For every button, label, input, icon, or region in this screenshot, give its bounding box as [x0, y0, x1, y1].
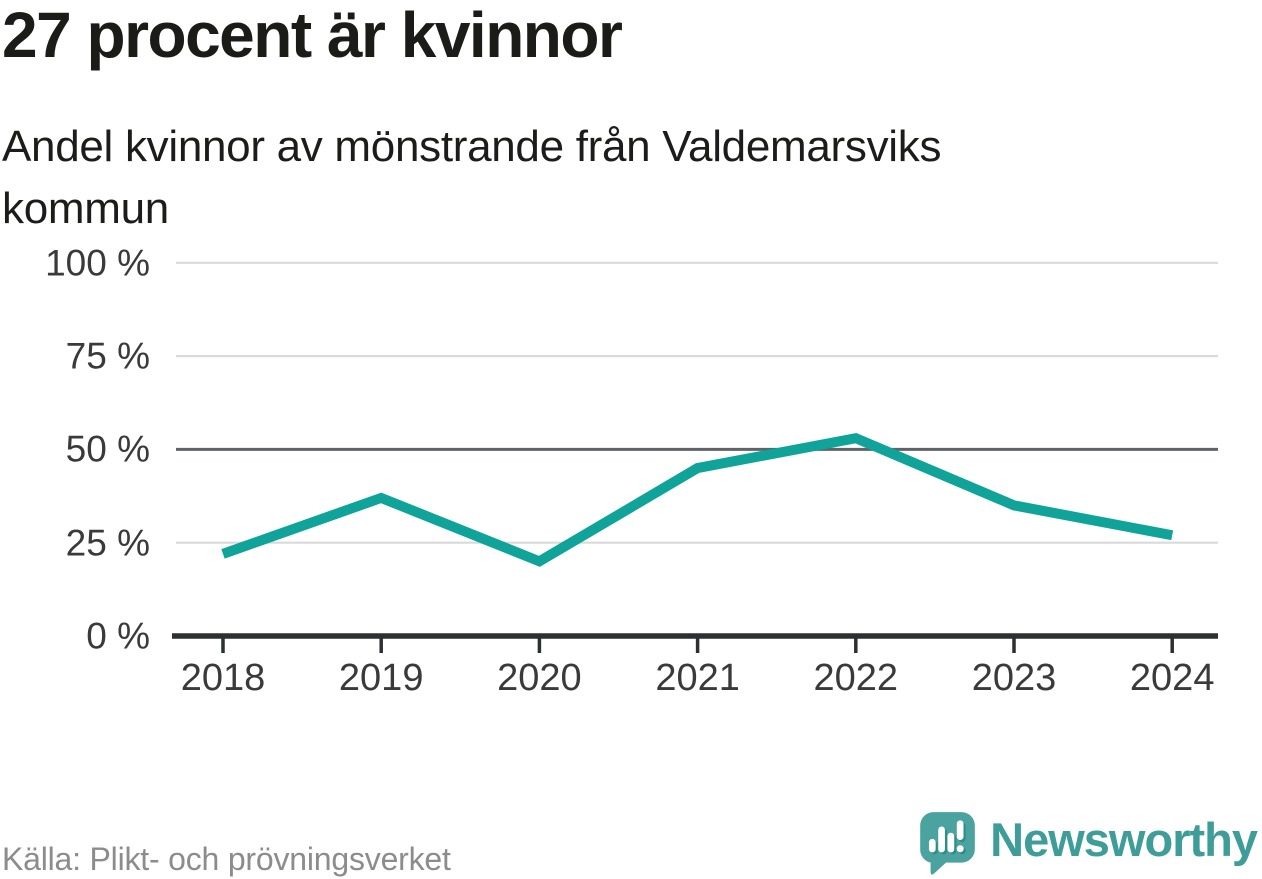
y-tick-label-50: 50 % — [65, 428, 150, 470]
newsworthy-wordmark: Newsworthy — [990, 812, 1258, 866]
y-tick-label-0: 0 % — [86, 615, 150, 657]
y-tick-label-100: 100 % — [45, 242, 150, 284]
x-tick-label-2019: 2019 — [338, 657, 424, 699]
x-tick-label-2018: 2018 — [180, 657, 266, 699]
chart-title: 27 procent är kvinnor — [2, 0, 623, 71]
chart-subtitle: Andel kvinnor av mönstrande från Valdema… — [2, 122, 942, 233]
y-tick-label-25: 25 % — [65, 522, 150, 564]
source-note: Källa: Plikt- och prövningsverket — [2, 841, 451, 877]
x-tick-label-2020: 2020 — [497, 657, 582, 699]
newsworthy-logo: Newsworthy — [914, 809, 1258, 875]
newsworthy-bubble-chart-icon — [920, 812, 975, 875]
x-tick-label-2021: 2021 — [655, 657, 740, 699]
x-tick-label-2024: 2024 — [1129, 657, 1215, 699]
data-line-andel-kvinnor — [221, 433, 1174, 567]
x-tick-label-2023: 2023 — [971, 657, 1057, 699]
x-tick-label-2022: 2022 — [813, 657, 899, 699]
y-tick-label-75: 75 % — [65, 335, 150, 377]
